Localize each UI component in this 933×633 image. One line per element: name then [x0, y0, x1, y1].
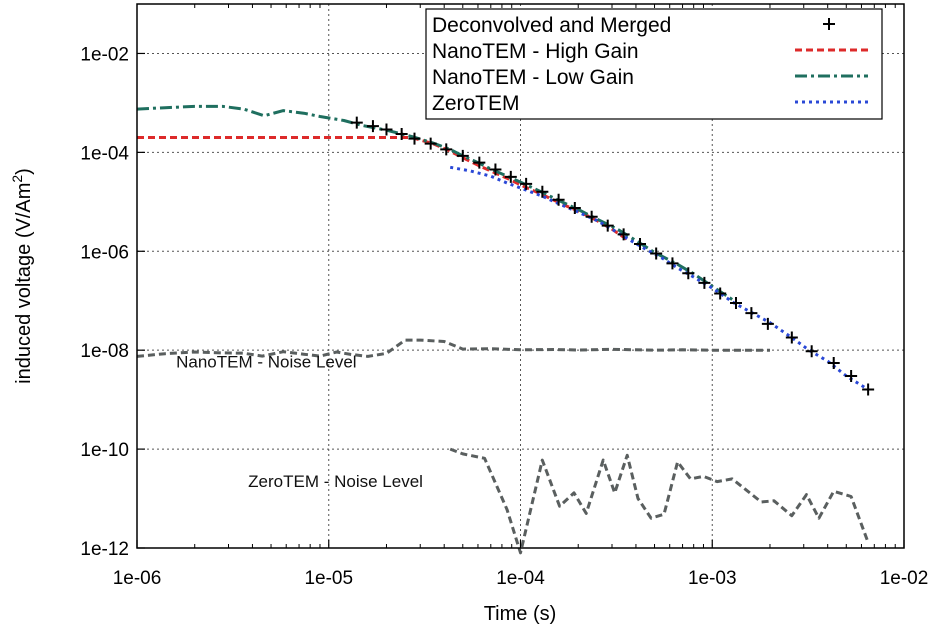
- series-deconvolved-and-merged: [350, 116, 875, 396]
- data-point: [666, 257, 679, 270]
- data-point: [585, 210, 598, 223]
- data-point: [520, 177, 533, 190]
- x-tick-label: 1e-03: [688, 568, 737, 589]
- annotation-label: NanoTEM - Noise Level: [176, 352, 356, 371]
- data-point: [785, 331, 798, 344]
- data-point: [805, 345, 818, 358]
- data-point: [552, 193, 565, 206]
- legend-label: Deconvolved and Merged: [432, 14, 671, 37]
- data-point: [714, 287, 727, 300]
- y-axis-label-main: induced voltage (V/Am: [13, 183, 35, 384]
- data-point: [650, 247, 663, 260]
- legend-swatch: [823, 18, 835, 30]
- data-point: [536, 185, 549, 198]
- data-point: [456, 149, 469, 162]
- data-point: [440, 143, 453, 156]
- data-point: [698, 276, 711, 289]
- y-axis-label-sup: 2: [9, 175, 25, 183]
- data-point: [634, 238, 647, 251]
- y-tick-label: 1e-08: [80, 341, 129, 362]
- data-point: [424, 137, 437, 150]
- series-nanotem-noise-level: [136, 338, 770, 358]
- data-point: [350, 116, 363, 129]
- data-point: [380, 123, 393, 136]
- x-tick-label: 1e-04: [496, 568, 545, 589]
- annotation-label: ZeroTEM - Noise Level: [248, 472, 423, 491]
- data-point: [761, 317, 774, 330]
- legend-label: ZeroTEM: [432, 92, 520, 115]
- data-point: [395, 128, 408, 141]
- y-tick-label: 1e-06: [80, 242, 129, 263]
- x-tick-label: 1e-02: [880, 568, 929, 589]
- series-layer: [136, 104, 875, 555]
- data-point: [568, 201, 581, 214]
- series-zerotem-noise-level: [449, 447, 870, 555]
- x-tick-label: 1e-06: [113, 568, 162, 589]
- data-point: [862, 383, 875, 396]
- x-tick-label: 1e-05: [304, 568, 353, 589]
- legend-label: NanoTEM - Low Gain: [432, 66, 634, 89]
- legend-item-nanotem-low-gain: NanoTEM - Low Gain: [432, 66, 868, 89]
- series-line: [449, 165, 869, 391]
- data-point: [473, 156, 486, 169]
- legend-item-zerotem: ZeroTEM: [432, 92, 868, 115]
- data-point: [489, 163, 502, 176]
- y-axis-label-end: ): [13, 168, 35, 175]
- y-tick-label: 1e-04: [80, 143, 129, 164]
- data-point: [745, 307, 758, 320]
- data-point: [682, 267, 695, 280]
- series-zerotem: [449, 165, 869, 391]
- y-tick-label: 1e-10: [80, 440, 129, 461]
- series-line: [449, 447, 870, 555]
- series-line: [136, 338, 770, 358]
- legend-item-deconvolved-and-merged: Deconvolved and Merged: [432, 14, 835, 37]
- y-axis-label: induced voltage (V/Am2): [9, 168, 35, 384]
- y-tick-label: 1e-12: [80, 539, 129, 560]
- x-axis-label: Time (s): [484, 603, 557, 625]
- data-point: [408, 132, 421, 145]
- legend: Deconvolved and Merged NanoTEM - High Gai…: [425, 8, 883, 120]
- legend-label: NanoTEM - High Gain: [432, 40, 639, 63]
- data-point: [827, 357, 840, 370]
- y-tick-label: 1e-02: [80, 44, 129, 65]
- ticks: 1e-06 1e-05 1e-04 1e-03 1e-02 1e-12 1e-10 1e-08…: [80, 4, 928, 589]
- data-point: [504, 170, 517, 183]
- data-point: [366, 120, 379, 133]
- annotation-layer: NanoTEM - Noise Level ZeroTEM - Noise Lev…: [176, 352, 423, 491]
- data-point: [601, 219, 614, 232]
- data-point: [617, 228, 630, 241]
- data-point: [729, 296, 742, 309]
- data-point: [845, 370, 858, 383]
- legend-box: [425, 8, 883, 120]
- legend-item-nanotem-high-gain: NanoTEM - High Gain: [432, 40, 868, 63]
